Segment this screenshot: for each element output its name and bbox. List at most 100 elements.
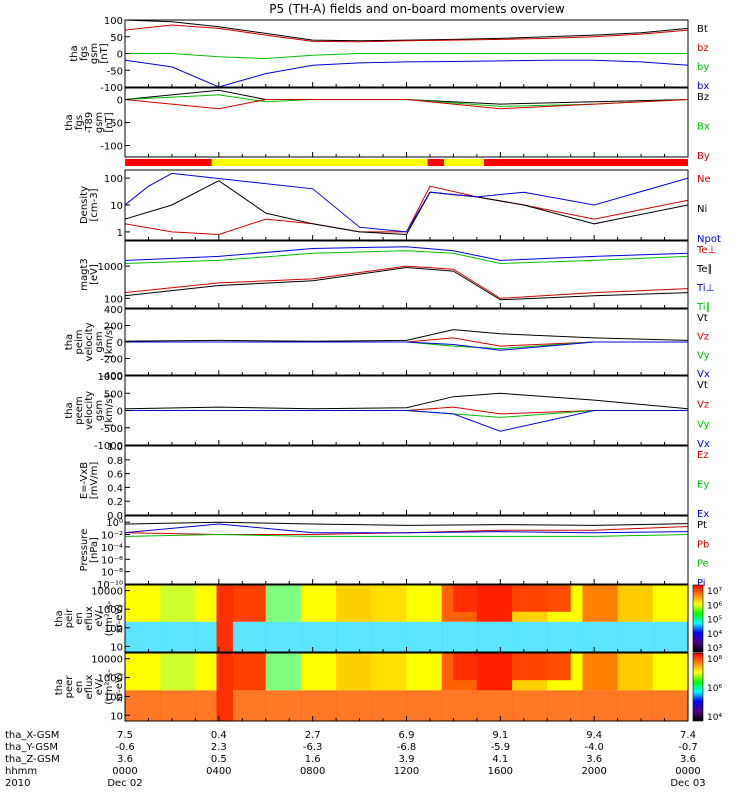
panel-8: Pt Pb Pe Pi 10⁰ 10⁻²10⁻⁴10⁻⁶ 10⁻⁸10⁻¹⁰ Pressure… bbox=[79, 515, 709, 591]
spectrogram-band bbox=[216, 585, 233, 652]
ephemeris-value: 2.7 bbox=[305, 730, 321, 741]
y-axis-label: eV/ bbox=[94, 678, 105, 695]
ephemeris-value: 0400 bbox=[206, 766, 231, 777]
y-axis-label: eflux bbox=[84, 675, 95, 700]
y-tick-label: 10⁻² bbox=[101, 531, 123, 542]
ephemeris-value: Dec 02 bbox=[107, 778, 142, 789]
ephemeris-value: Dec 03 bbox=[670, 778, 705, 789]
y-tick-label: 10 bbox=[110, 201, 123, 212]
y-axis-label: [km/s] bbox=[104, 394, 115, 426]
spectrogram-cell bbox=[336, 621, 372, 652]
legend-entry: Te∥ bbox=[696, 264, 713, 275]
ephemeris-value: 0800 bbox=[300, 766, 325, 777]
y-axis-label: sr-eV) bbox=[114, 672, 125, 701]
legend-entry: Vx bbox=[697, 369, 710, 380]
mode-bar-segment bbox=[444, 159, 484, 166]
series-line-Ti∥ bbox=[124, 250, 689, 265]
ephemeris-row-label: tha_Y-GSM bbox=[5, 742, 58, 753]
spectrogram-cell bbox=[230, 690, 267, 721]
spectrogram-cell bbox=[265, 690, 302, 721]
spectrogram-cell bbox=[441, 690, 478, 721]
y-tick-label: 0 bbox=[117, 407, 123, 418]
series-line-Npot bbox=[124, 172, 689, 233]
y-tick-label: 0.4 bbox=[107, 483, 123, 494]
panel-frame bbox=[124, 515, 689, 585]
y-tick-label: 1000 bbox=[98, 372, 123, 383]
y-axis-label: gsm bbox=[94, 400, 105, 421]
y-tick-label: -50 bbox=[107, 119, 123, 130]
ephemeris-value: 0.5 bbox=[211, 754, 227, 765]
spectrogram-cell bbox=[617, 585, 654, 622]
panel-10: 10⁸ 10⁶ 10⁴ 10000 1000 100 10 tha peer en eflux eV/… bbox=[54, 652, 722, 723]
spectrogram-cell bbox=[512, 690, 548, 721]
y-axis-label: peem bbox=[74, 396, 85, 424]
spectrogram-cell bbox=[652, 621, 689, 652]
y-axis-label: fgs bbox=[74, 115, 85, 130]
spectrogram-cell bbox=[582, 585, 619, 622]
y-axis-label: tha bbox=[54, 610, 65, 626]
y-axis-label: eV/ bbox=[94, 610, 105, 627]
spectrogram-cell bbox=[652, 585, 689, 622]
series-line-Te∥ bbox=[124, 266, 689, 301]
spectrogram-cell bbox=[300, 653, 337, 691]
spectrogram-cell bbox=[652, 653, 689, 691]
spectrogram-cell bbox=[300, 585, 337, 622]
spectrogram-cell bbox=[371, 621, 407, 652]
y-axis-label: tha bbox=[64, 402, 75, 418]
spectrogram-cell bbox=[476, 690, 513, 721]
ephemeris-value: 1.6 bbox=[305, 754, 321, 765]
panel-6: Vt Vz Vy Vx 1000 500 0 -500 -1000 tha peem velocity… bbox=[64, 372, 710, 452]
spectrogram-cell bbox=[406, 690, 443, 721]
spectrogram-cell bbox=[265, 653, 302, 691]
spectrogram-band bbox=[453, 585, 571, 612]
y-tick-label: 200 bbox=[104, 322, 123, 333]
colorbar-label: 10⁷ bbox=[707, 587, 722, 597]
spectrogram-cell bbox=[547, 621, 583, 652]
panel-frame bbox=[124, 169, 689, 241]
y-tick-label: 100 bbox=[104, 624, 123, 635]
y-axis-label: [nPa] bbox=[89, 537, 100, 563]
y-axis-label: magt3 bbox=[79, 258, 90, 291]
ephemeris-value: 9.4 bbox=[586, 730, 602, 741]
spectrogram-cell bbox=[512, 621, 548, 652]
spectrogram-cell bbox=[371, 690, 407, 721]
y-tick-label: 1 bbox=[117, 228, 123, 239]
legend-entry: by bbox=[697, 62, 709, 73]
legend-entry: By bbox=[697, 151, 710, 162]
legend-entry: Vx bbox=[697, 439, 710, 450]
y-axis-label: Density bbox=[79, 186, 90, 224]
y-tick-label: 0.8 bbox=[107, 456, 123, 467]
legend-entry: Vy bbox=[697, 350, 710, 361]
spectrogram-cell bbox=[652, 690, 689, 721]
y-axis-label: en bbox=[74, 612, 85, 625]
series-line-Bz bbox=[124, 89, 689, 105]
y-axis-label: en bbox=[74, 681, 85, 694]
spectrogram-cell bbox=[160, 653, 196, 691]
legend-entry: Ti∥ bbox=[696, 302, 711, 313]
legend-entry: bx bbox=[697, 81, 709, 92]
colorbar bbox=[692, 652, 704, 722]
spectrogram-cell bbox=[371, 653, 407, 691]
spectrogram-cell bbox=[336, 653, 372, 691]
y-axis-label: -T89 bbox=[84, 112, 95, 134]
series-line-by bbox=[125, 53, 688, 60]
y-tick-label: 0 bbox=[117, 96, 123, 107]
y-axis-label: velocity bbox=[84, 322, 95, 361]
y-tick-label: 1000 bbox=[98, 262, 123, 273]
spectrogram-cell bbox=[406, 653, 443, 691]
legend-entry: Ey bbox=[697, 480, 709, 491]
y-tick-label: -50 bbox=[107, 66, 123, 77]
ephemeris-row-label: hhmm bbox=[5, 766, 37, 777]
y-tick-label: 0.2 bbox=[107, 497, 123, 508]
ephemeris-value: -0.6 bbox=[115, 742, 135, 753]
y-tick-label: -100 bbox=[100, 83, 123, 94]
series-line-Ni bbox=[124, 180, 689, 236]
spectrogram-cell bbox=[582, 621, 619, 652]
legend-entry: Vt bbox=[697, 380, 708, 391]
series-line-Vx bbox=[125, 341, 688, 351]
series-line-Pe bbox=[124, 533, 689, 537]
series-line-Vt bbox=[124, 329, 689, 342]
legend-entry: Ni bbox=[697, 204, 707, 215]
y-tick-label: -400 bbox=[100, 371, 123, 382]
